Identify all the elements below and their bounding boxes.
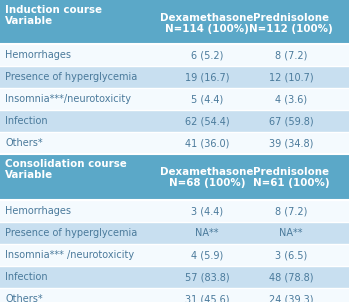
Text: 19 (16.7): 19 (16.7)	[185, 72, 229, 82]
Text: Consolidation course: Consolidation course	[5, 159, 127, 169]
Text: Induction course: Induction course	[5, 5, 102, 15]
Text: 41 (36.0): 41 (36.0)	[185, 138, 229, 148]
Text: Variable: Variable	[5, 170, 53, 180]
Text: 31 (45.6): 31 (45.6)	[185, 294, 229, 302]
Bar	[0, 288, 349, 302]
Text: Presence of hyperglycemia: Presence of hyperglycemia	[5, 72, 137, 82]
Text: 12 (10.7): 12 (10.7)	[269, 72, 313, 82]
Text: N=112 (100%): N=112 (100%)	[249, 24, 333, 34]
Text: 8 (7.2): 8 (7.2)	[275, 50, 307, 60]
Text: N=68 (100%): N=68 (100%)	[169, 178, 245, 188]
Bar	[0, 44, 349, 66]
Text: Prednisolone: Prednisolone	[253, 13, 329, 23]
Bar	[0, 244, 349, 266]
Bar	[0, 200, 349, 222]
Text: 6 (5.2): 6 (5.2)	[191, 50, 223, 60]
Text: Others*: Others*	[5, 294, 43, 302]
Text: 4 (5.9): 4 (5.9)	[191, 250, 223, 260]
Bar	[0, 154, 349, 200]
Text: 62 (54.4): 62 (54.4)	[185, 116, 229, 126]
Bar	[0, 66, 349, 88]
Text: 3 (6.5): 3 (6.5)	[275, 250, 307, 260]
Text: 4 (3.6): 4 (3.6)	[275, 94, 307, 104]
Text: NA**: NA**	[195, 228, 219, 238]
Text: Insomnia*** /neurotoxicity: Insomnia*** /neurotoxicity	[5, 250, 134, 260]
Text: Others*: Others*	[5, 138, 43, 148]
Bar	[0, 132, 349, 154]
Text: 3 (4.4): 3 (4.4)	[191, 206, 223, 216]
Text: N=61 (100%): N=61 (100%)	[253, 178, 329, 188]
Text: Variable: Variable	[5, 16, 53, 26]
Text: Presence of hyperglycemia: Presence of hyperglycemia	[5, 228, 137, 238]
Text: 48 (78.8): 48 (78.8)	[269, 272, 313, 282]
Text: 8 (7.2): 8 (7.2)	[275, 206, 307, 216]
Text: 24 (39.3): 24 (39.3)	[269, 294, 313, 302]
Text: Infection: Infection	[5, 116, 47, 126]
Text: Hemorrhages: Hemorrhages	[5, 206, 71, 216]
Text: 67 (59.8): 67 (59.8)	[269, 116, 313, 126]
Bar	[0, 110, 349, 132]
Bar	[0, 222, 349, 244]
Text: Dexamethasone: Dexamethasone	[160, 167, 254, 177]
Text: N=114 (100%): N=114 (100%)	[165, 24, 249, 34]
Text: Insomnia***/neurotoxicity: Insomnia***/neurotoxicity	[5, 94, 131, 104]
Text: 39 (34.8): 39 (34.8)	[269, 138, 313, 148]
Text: Prednisolone: Prednisolone	[253, 167, 329, 177]
Text: Hemorrhages: Hemorrhages	[5, 50, 71, 60]
Bar	[0, 88, 349, 110]
Bar	[0, 266, 349, 288]
Text: NA**: NA**	[279, 228, 303, 238]
Bar	[0, 0, 349, 44]
Text: 5 (4.4): 5 (4.4)	[191, 94, 223, 104]
Text: Infection: Infection	[5, 272, 47, 282]
Text: Dexamethasone: Dexamethasone	[160, 13, 254, 23]
Text: 57 (83.8): 57 (83.8)	[185, 272, 229, 282]
